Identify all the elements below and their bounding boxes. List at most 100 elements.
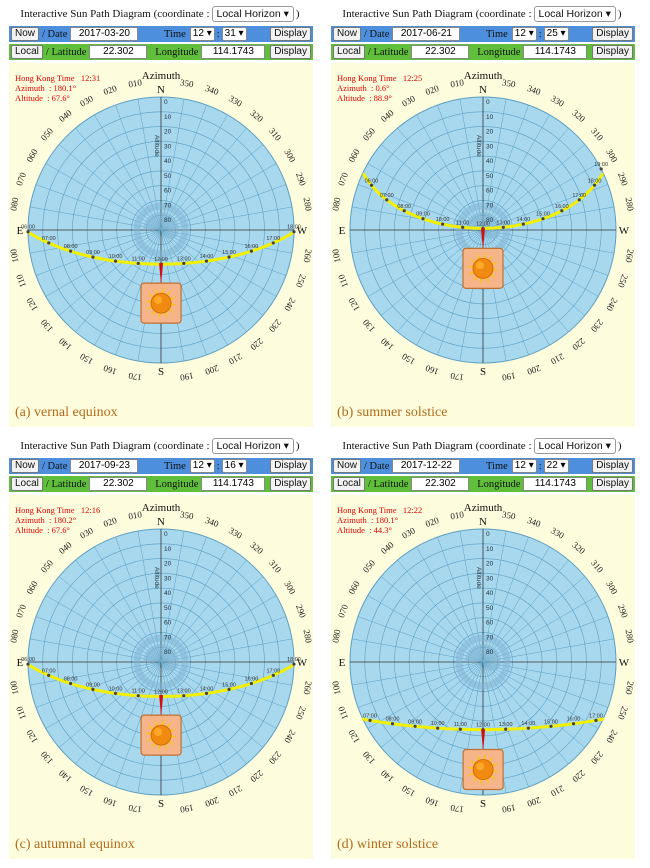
- altitude-tick-label: 50: [164, 605, 172, 612]
- local-button[interactable]: Local: [333, 45, 365, 59]
- hour-label: 10:00: [431, 721, 445, 727]
- hour-label: 11:00: [454, 722, 467, 728]
- longitude-field[interactable]: 114.1743: [201, 477, 266, 491]
- hour-marker: [136, 694, 140, 698]
- azimuth-tick-label: 230: [267, 749, 284, 766]
- time-label: Time: [164, 460, 186, 472]
- hour-select[interactable]: 12 ▾: [189, 459, 215, 473]
- sun-ray: [480, 278, 483, 286]
- hour-label: 17:00: [572, 193, 586, 199]
- local-button[interactable]: Local: [11, 477, 43, 491]
- azimuth-tick-label: 280: [624, 197, 635, 213]
- coordinate-select[interactable]: Local Horizon ▾: [211, 438, 294, 455]
- azimuth-tick-label: 020: [424, 515, 441, 529]
- azimuth-title: Azimuth: [464, 70, 503, 82]
- latitude-field[interactable]: 22.302: [411, 45, 470, 59]
- local-button[interactable]: Local: [333, 477, 365, 491]
- display-button[interactable]: Display: [270, 45, 311, 59]
- hour-label: 10:00: [436, 217, 450, 223]
- sun-ray: [467, 270, 475, 275]
- display-button[interactable]: Display: [270, 459, 311, 473]
- hour-label: 12:00: [476, 221, 490, 227]
- now-button[interactable]: Now: [333, 27, 362, 41]
- hour-label: 14:00: [200, 254, 214, 260]
- coordinate-select[interactable]: Local Horizon ▾: [533, 6, 616, 23]
- hour-select[interactable]: 12 ▾: [189, 27, 215, 41]
- sun-ray: [488, 756, 494, 763]
- date-field[interactable]: 2017-09-23: [70, 459, 139, 473]
- date-field[interactable]: 2017-12-22: [392, 459, 461, 473]
- emblem-ring: [455, 634, 511, 690]
- hour-label: 10:00: [109, 254, 123, 260]
- azimuth-tick-label: 080: [9, 196, 21, 212]
- azimuth-tick-label: 300: [604, 579, 620, 596]
- sun-path-diagram[interactable]: NESW010020030040050060070080100110120130…: [9, 63, 313, 427]
- sun-ray: [158, 744, 162, 752]
- time-label: Time: [486, 28, 508, 40]
- hour-label: 10:00: [109, 686, 123, 692]
- longitude-field[interactable]: 114.1743: [201, 45, 266, 59]
- display-button[interactable]: Display: [592, 459, 633, 473]
- sun-ray: [490, 273, 497, 279]
- sun-path-diagram[interactable]: NESW010020030040050060070080100110120130…: [331, 495, 635, 859]
- azimuth-tick-label: 260: [623, 680, 635, 696]
- header-title: Interactive Sun Path Diagram (coordinate…: [20, 8, 210, 20]
- altitude-tick-label: 0: [486, 531, 490, 538]
- display-button[interactable]: Display: [270, 477, 311, 491]
- display-button[interactable]: Display: [270, 27, 311, 41]
- latitude-field[interactable]: 22.302: [411, 477, 470, 491]
- altitude-info-label: Altitude: [15, 93, 43, 103]
- longitude-field[interactable]: 114.1743: [523, 45, 588, 59]
- latitude-field[interactable]: 22.302: [89, 45, 148, 59]
- hour-label: 18:00: [588, 178, 602, 184]
- altitude-tick-label: 20: [164, 129, 172, 136]
- now-button[interactable]: Now: [11, 459, 40, 473]
- hour-label: 11:00: [132, 689, 145, 695]
- azimuth-tick-label: 290: [616, 603, 630, 620]
- now-button[interactable]: Now: [333, 459, 362, 473]
- altitude-tick-label: 10: [486, 114, 494, 121]
- minute-select[interactable]: 31 ▾: [221, 27, 247, 41]
- azimuth-tick-label: 330: [549, 93, 566, 109]
- azimuth-tick-label: 040: [57, 107, 74, 124]
- azimuth-info-value: : 180.1°: [49, 83, 77, 93]
- display-button[interactable]: Display: [592, 45, 633, 59]
- longitude-field[interactable]: 114.1743: [523, 477, 588, 491]
- hour-label: 12:00: [154, 257, 168, 263]
- hour-select[interactable]: 12 ▾: [511, 459, 537, 473]
- minute-select[interactable]: 22 ▾: [543, 459, 569, 473]
- sun-path-diagram[interactable]: NESW010020030040050060070080100110120130…: [331, 63, 635, 427]
- local-button[interactable]: Local: [11, 45, 43, 59]
- compass-w: W: [619, 225, 630, 237]
- hour-label: 12:00: [154, 689, 168, 695]
- azimuth-info-label: Azimuth: [15, 83, 45, 93]
- sun-path-diagram[interactable]: NESW010020030040050060070080100110120130…: [9, 495, 313, 859]
- now-button[interactable]: Now: [11, 27, 40, 41]
- minute-select[interactable]: 16 ▾: [221, 459, 247, 473]
- sun-icon: [150, 292, 172, 314]
- azimuth-tick-label: 060: [24, 579, 40, 596]
- sun-ray: [168, 740, 175, 746]
- latitude-field[interactable]: 22.302: [89, 477, 148, 491]
- sun-ray: [144, 732, 152, 736]
- time-info-label: Hong Kong Time: [337, 73, 397, 83]
- date-field[interactable]: 2017-03-20: [70, 27, 139, 41]
- hour-marker: [413, 724, 417, 728]
- minute-select[interactable]: 25 ▾: [543, 27, 569, 41]
- azimuth-tick-label: 140: [378, 336, 395, 353]
- azimuth-tick-label: 070: [336, 603, 350, 620]
- hour-label: 14:00: [521, 721, 535, 727]
- azimuth-tick-label: 200: [525, 363, 542, 377]
- display-button[interactable]: Display: [592, 477, 633, 491]
- azimuth-tick-label: 120: [24, 728, 40, 745]
- date-field[interactable]: 2017-06-21: [392, 27, 461, 41]
- display-button[interactable]: Display: [592, 27, 633, 41]
- coordinate-select[interactable]: Local Horizon ▾: [211, 6, 294, 23]
- coordinate-select[interactable]: Local Horizon ▾: [533, 438, 616, 455]
- sun-highlight: [154, 296, 163, 305]
- altitude-tick-label: 0: [486, 99, 490, 106]
- azimuth-tick-label: 140: [378, 768, 395, 785]
- hour-select[interactable]: 12 ▾: [511, 27, 537, 41]
- center-emblem: [133, 634, 189, 690]
- time-info-label: Hong Kong Time: [15, 73, 75, 83]
